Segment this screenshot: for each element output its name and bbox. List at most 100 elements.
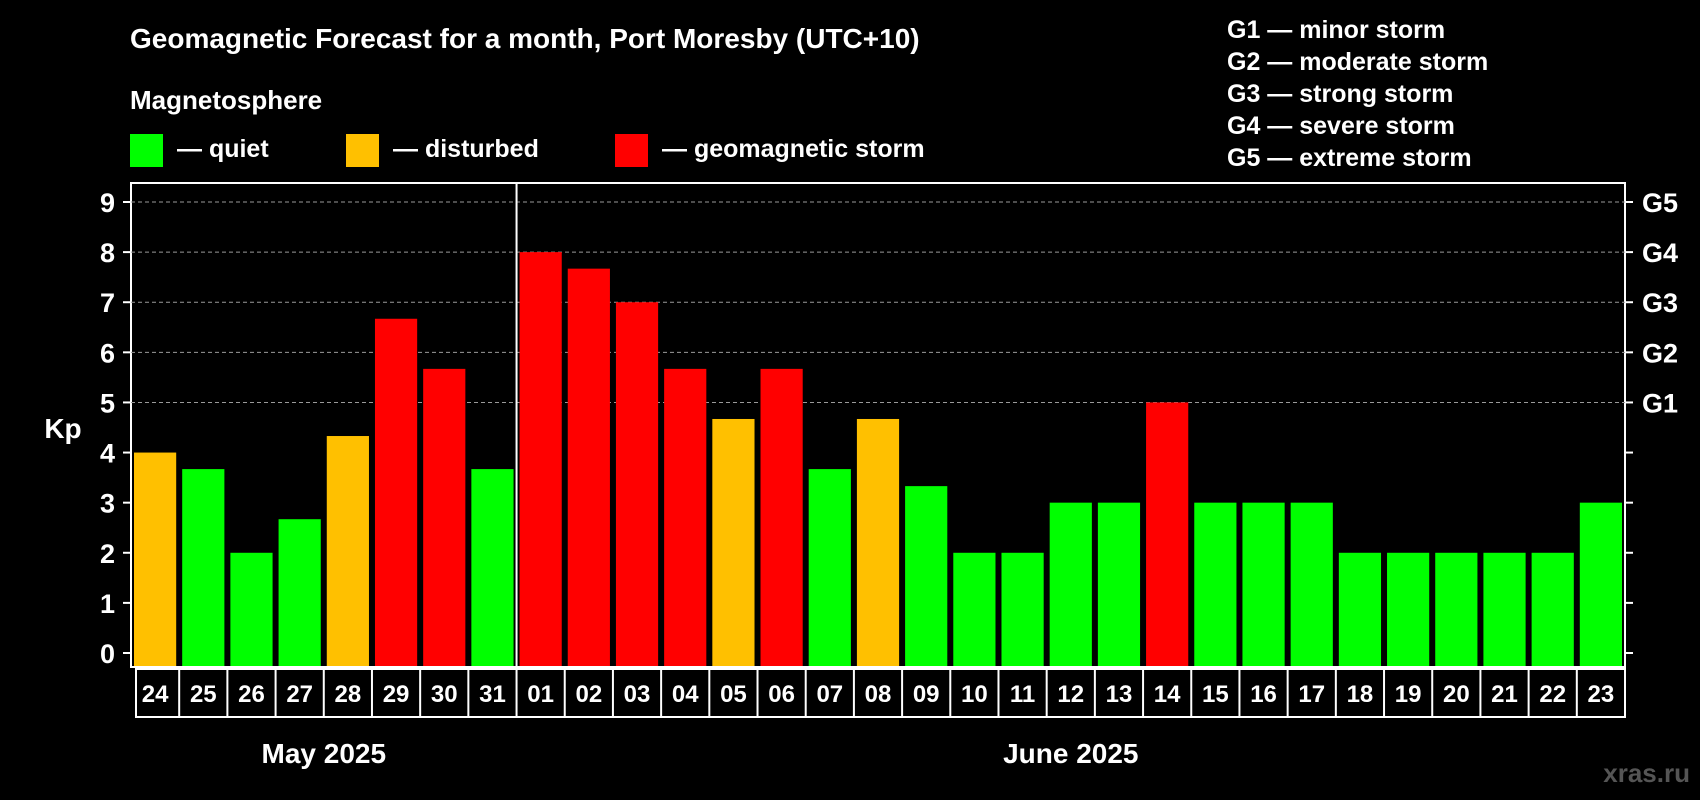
bar-16 — [1242, 502, 1285, 666]
x-tick-label-27: 27 — [286, 681, 313, 708]
bar-12 — [1049, 502, 1092, 666]
plot-frame — [130, 182, 1626, 668]
watermark: xras.ru — [1603, 758, 1690, 788]
x-tick-label-06: 06 — [768, 681, 795, 708]
bar-11 — [1001, 552, 1044, 666]
y-tick-label-8: 8 — [100, 238, 115, 268]
legend-swatch-1 — [346, 134, 379, 167]
x-tick-label-13: 13 — [1106, 681, 1133, 708]
y-tick-label-1: 1 — [100, 589, 115, 619]
legend-label-0: — quiet — [177, 135, 269, 163]
x-tick-label-28: 28 — [335, 681, 362, 708]
storm-level-label-G3: G3 — [1642, 288, 1678, 318]
x-tick-label-05: 05 — [720, 681, 747, 708]
status-legend: — quiet — disturbed — geomagnetic storm — [130, 134, 925, 167]
bar-19 — [1387, 552, 1430, 666]
x-tick-label-26: 26 — [238, 681, 265, 708]
bar-02 — [567, 268, 610, 666]
bar-01 — [519, 252, 562, 666]
bar-04 — [664, 368, 707, 666]
y-tick-label-9: 9 — [100, 188, 115, 218]
legend-label-2: — geomagnetic storm — [662, 135, 925, 163]
month-label-0: May 2025 — [262, 738, 387, 769]
x-tick-label-15: 15 — [1202, 681, 1229, 708]
x-tick-label-24: 24 — [142, 681, 169, 708]
x-tick-label-30: 30 — [431, 681, 458, 708]
x-tick-label-04: 04 — [672, 681, 699, 708]
x-tick-label-03: 03 — [624, 681, 651, 708]
y-tick-label-2: 2 — [100, 539, 115, 569]
bar-03 — [615, 302, 659, 666]
y-tick-label-3: 3 — [100, 489, 115, 519]
x-tick-label-25: 25 — [190, 681, 217, 708]
bar-05 — [712, 418, 755, 666]
bar-10 — [953, 552, 996, 666]
bar-29 — [374, 318, 418, 666]
bar-06 — [760, 368, 803, 666]
x-tick-label-22: 22 — [1539, 681, 1566, 708]
storm-level-label-G1: G1 — [1642, 388, 1678, 418]
x-tick-label-19: 19 — [1395, 681, 1422, 708]
bar-22 — [1531, 552, 1574, 666]
storm-legend-item-2: G3 — strong storm — [1227, 80, 1453, 108]
storm-legend-item-3: G4 — severe storm — [1227, 112, 1455, 140]
legend-heading: Magnetosphere — [130, 85, 322, 115]
x-tick-label-23: 23 — [1588, 681, 1615, 708]
month-labels: May 2025 June 2025 — [262, 738, 1139, 769]
x-tick-label-07: 07 — [816, 681, 843, 708]
y-tick-label-4: 4 — [100, 439, 115, 469]
bar-26 — [230, 552, 273, 666]
bar-13 — [1097, 502, 1141, 666]
y-tick-label-0: 0 — [100, 639, 115, 669]
x-tick-label-08: 08 — [865, 681, 892, 708]
x-tick-label-12: 12 — [1057, 681, 1084, 708]
storm-level-label-G4: G4 — [1642, 238, 1678, 268]
bar-27 — [278, 519, 321, 666]
plot-area: 0 1 2 3 4 5 6 7 8 9 G1 G2 G3 G4 G5 — [100, 182, 1678, 669]
y-tick-label-5: 5 — [100, 388, 115, 418]
y-tick-label-7: 7 — [100, 288, 115, 318]
storm-legend-item-1: G2 — moderate storm — [1227, 48, 1488, 76]
date-axis-frame — [135, 668, 1626, 718]
bar-25 — [182, 469, 225, 666]
bar-09 — [905, 486, 948, 666]
storm-level-label-G5: G5 — [1642, 188, 1678, 218]
bar-28 — [326, 436, 369, 666]
x-tick-label-10: 10 — [961, 681, 988, 708]
legend-swatch-0 — [130, 134, 163, 167]
bar-24 — [134, 452, 177, 666]
bar-31 — [471, 469, 514, 666]
bar-14 — [1146, 402, 1189, 666]
x-tick-label-01: 01 — [527, 681, 554, 708]
x-tick-label-02: 02 — [575, 681, 602, 708]
x-axis: 24 25 26 27 28 29 30 31 01 02 03 04 05 06 07 08 09 10 11 12… — [135, 668, 1626, 718]
y-axis-label: Kp — [44, 413, 81, 444]
x-tick-label-16: 16 — [1250, 681, 1277, 708]
storm-level-label-G2: G2 — [1642, 338, 1678, 368]
bar-07 — [808, 469, 851, 666]
x-tick-label-11: 11 — [1010, 681, 1035, 708]
bar-08 — [856, 418, 900, 666]
legend-swatch-2 — [615, 134, 648, 167]
x-tick-label-18: 18 — [1347, 681, 1374, 708]
bar-17 — [1290, 502, 1333, 666]
y-tick-label-6: 6 — [100, 338, 115, 368]
chart-title: Geomagnetic Forecast for a month, Port M… — [130, 23, 920, 54]
bar-18 — [1338, 552, 1382, 666]
x-tick-label-14: 14 — [1154, 681, 1181, 708]
bar-20 — [1435, 552, 1478, 666]
bar-21 — [1483, 552, 1526, 666]
storm-legend-item-4: G5 — extreme storm — [1227, 144, 1472, 172]
x-tick-label-31: 31 — [479, 681, 506, 708]
month-label-1: June 2025 — [1003, 738, 1138, 769]
x-tick-label-17: 17 — [1298, 681, 1325, 708]
x-tick-label-29: 29 — [383, 681, 410, 708]
storm-legend-item-0: G1 — minor storm — [1227, 16, 1445, 44]
x-tick-label-20: 20 — [1443, 681, 1470, 708]
bar-30 — [423, 368, 466, 666]
x-tick-label-09: 09 — [913, 681, 940, 708]
bar-23 — [1579, 502, 1622, 666]
legend-label-1: — disturbed — [393, 135, 539, 163]
x-tick-label-21: 21 — [1491, 681, 1518, 708]
